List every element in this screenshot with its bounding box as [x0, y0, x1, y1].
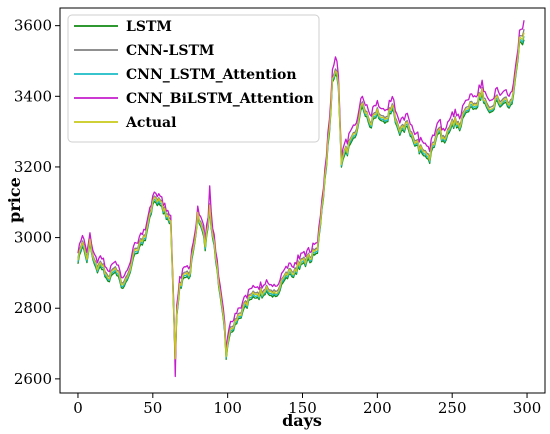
x-tick-label: 200: [363, 399, 392, 417]
x-tick-label: 150: [288, 399, 317, 417]
legend-label-cnn-lstm: CNN-LSTM: [126, 43, 214, 59]
y-axis-label: price: [5, 177, 24, 223]
y-tick-label: 3400: [14, 87, 52, 105]
legend-label-cnn-bilstm-attention: CNN_BiLSTM_Attention: [126, 91, 314, 107]
x-axis: 0 50 100 150 200 250 300: [73, 393, 541, 417]
x-tick-label: 250: [438, 399, 467, 417]
y-tick-label: 2600: [14, 370, 52, 388]
x-tick-label: 300: [513, 399, 542, 417]
series-line-actual: [77, 32, 525, 360]
series-layer: [77, 20, 525, 378]
legend-box: [67, 14, 320, 143]
legend-label-actual: Actual: [125, 115, 176, 131]
x-tick-label: 50: [143, 399, 162, 417]
x-tick-label: 0: [73, 399, 83, 417]
y-tick-label: 3200: [14, 158, 52, 176]
y-tick-label: 2800: [14, 299, 52, 317]
legend: LSTM CNN-LSTM CNN_LSTM_Attention CNN_BiLSTM…: [67, 14, 320, 143]
y-axis: 2600 2800 3000 3200 3400 3600: [14, 17, 60, 388]
x-axis-label: days: [282, 411, 322, 430]
legend-label-lstm: LSTM: [126, 19, 172, 35]
legend-label-cnn-lstm-attention: CNN_LSTM_Attention: [126, 67, 297, 83]
y-tick-label: 3600: [14, 17, 52, 35]
y-tick-label: 3000: [14, 229, 52, 247]
series-line-cnn-bilstm-attention: [77, 20, 525, 378]
x-tick-label: 100: [213, 399, 242, 417]
